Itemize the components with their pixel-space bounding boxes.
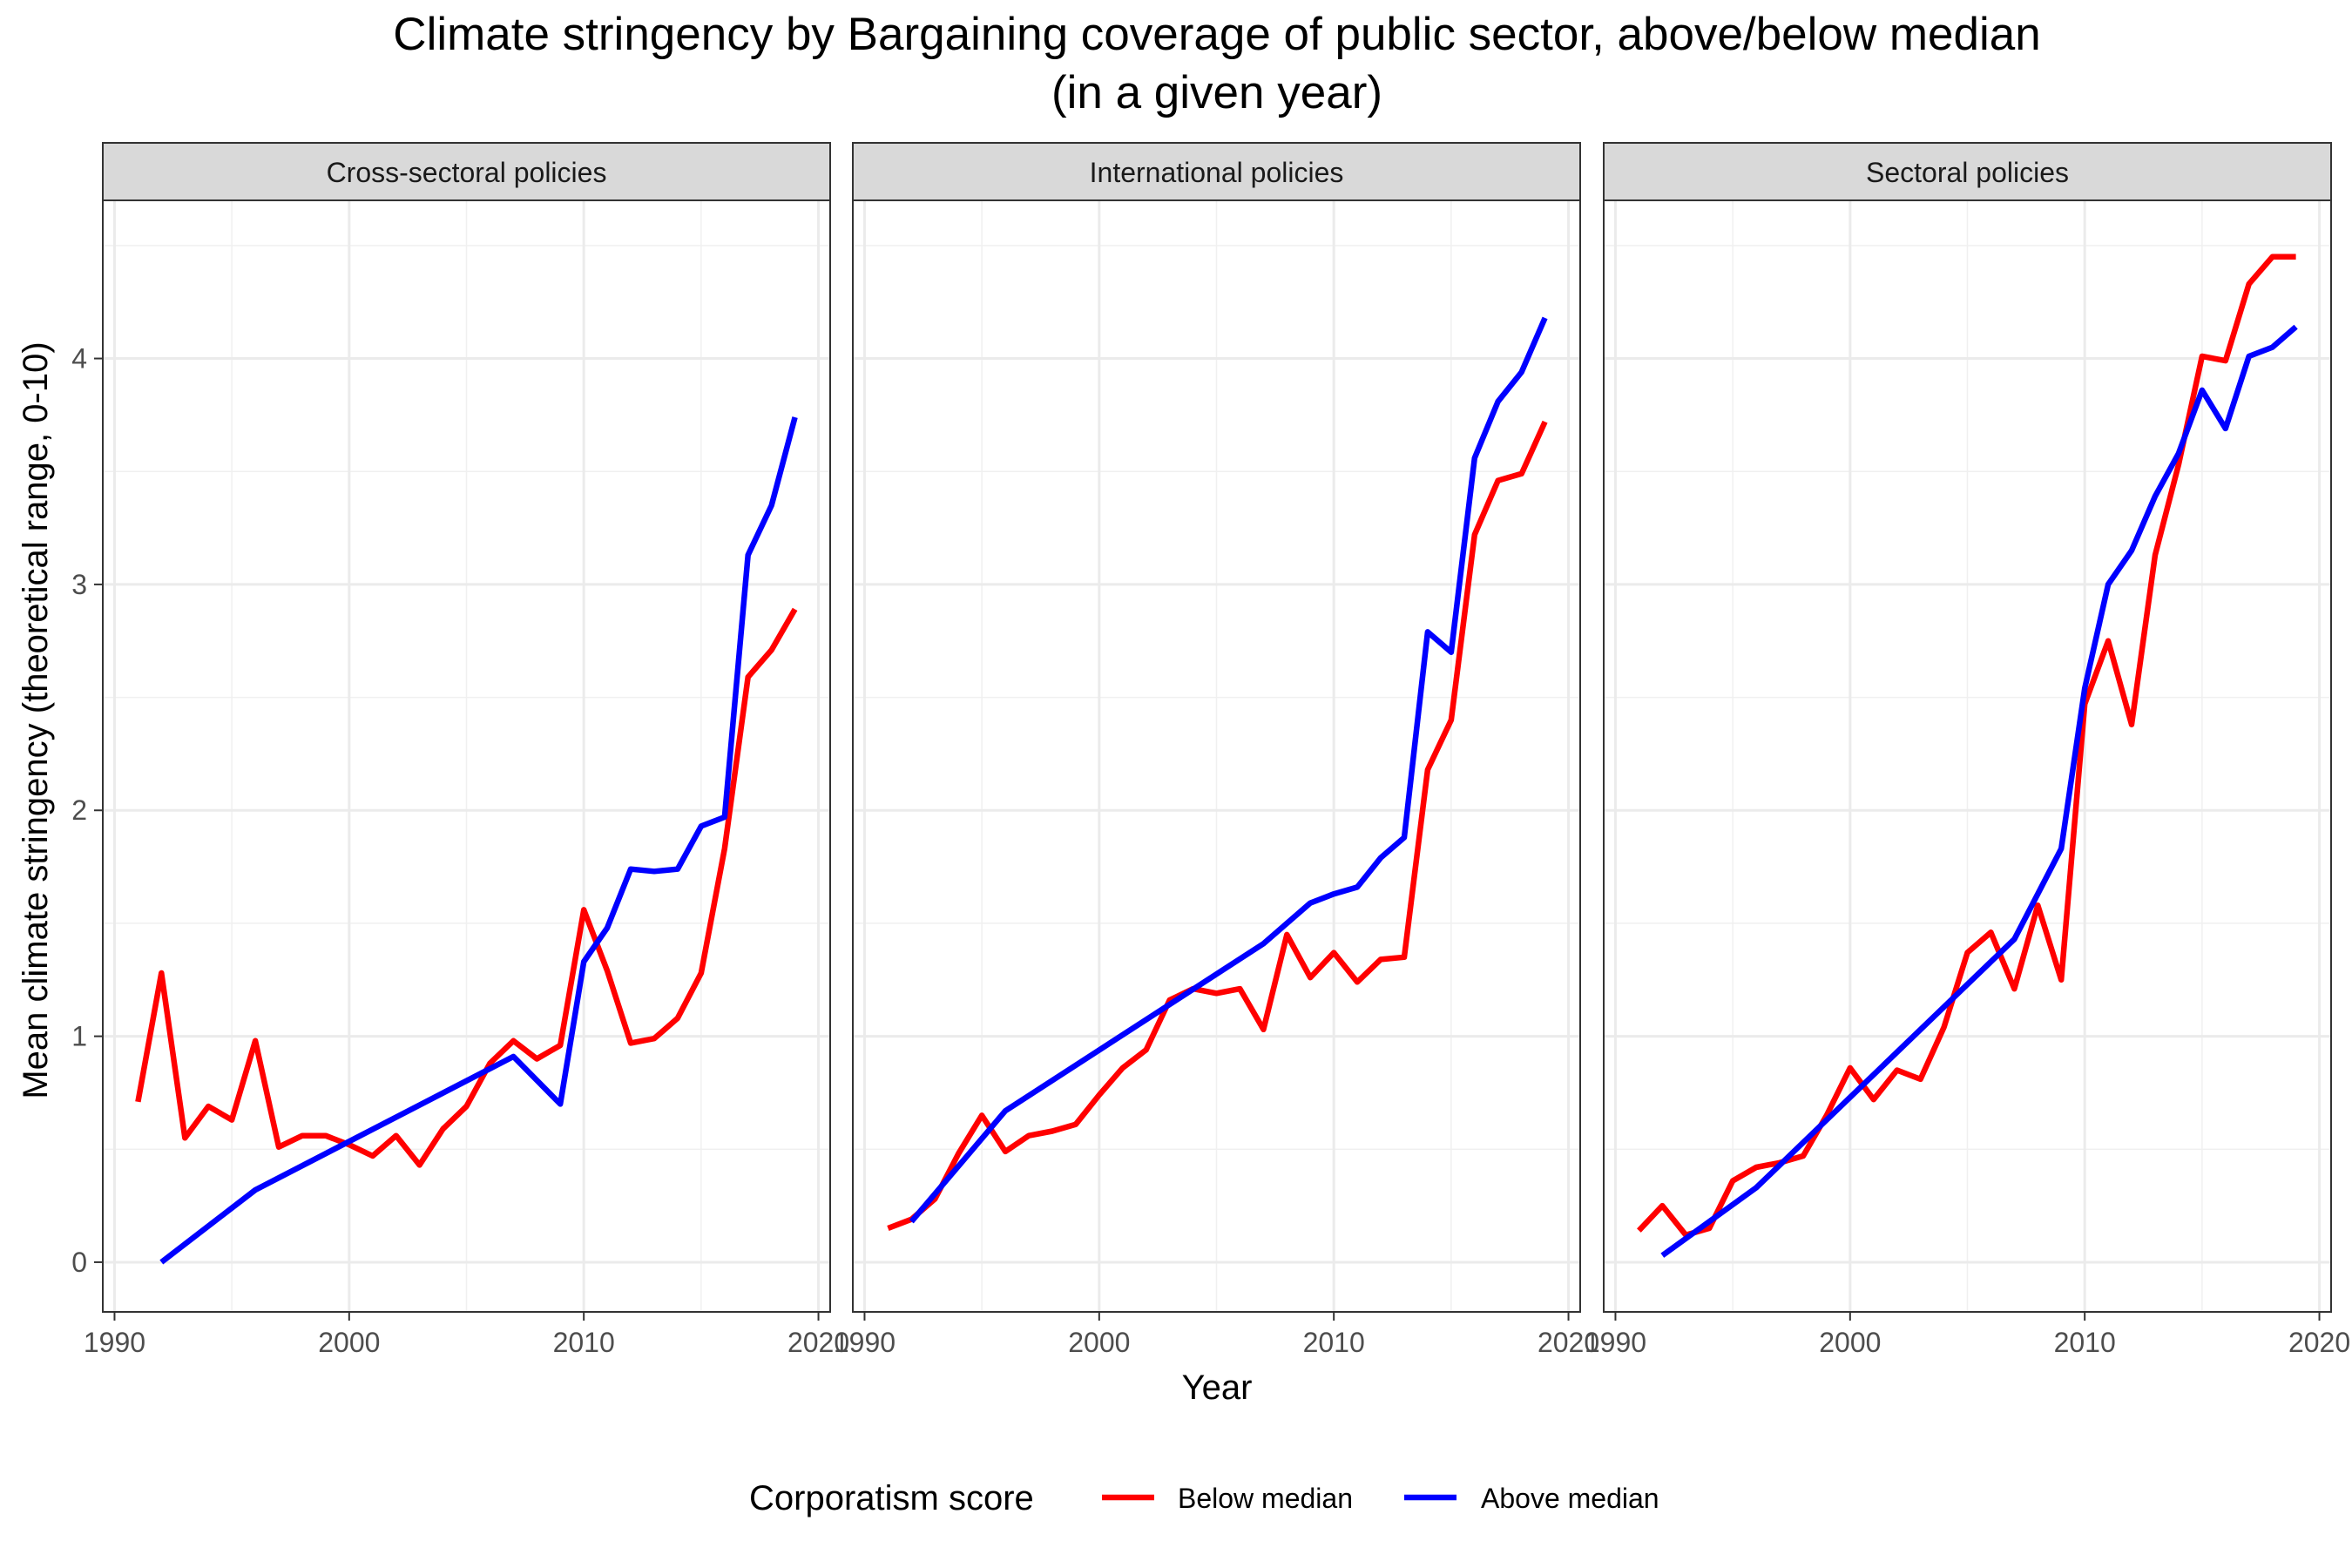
x-tick-label: 2020 bbox=[2288, 1327, 2350, 1358]
facet-strip-label: Sectoral policies bbox=[1866, 157, 2069, 188]
facet-strip bbox=[852, 142, 1581, 201]
x-tick-label: 2010 bbox=[553, 1327, 615, 1358]
facet-strip bbox=[1603, 142, 2332, 201]
x-tick-label: 1990 bbox=[834, 1327, 896, 1358]
facet-strip-label: International policies bbox=[1090, 157, 1344, 188]
x-tick-label: 1990 bbox=[84, 1327, 145, 1358]
legend-label-below-median: Below median bbox=[1178, 1483, 1353, 1514]
series-line-above-median bbox=[1660, 324, 2298, 1258]
series-line-below-median bbox=[887, 420, 1548, 1232]
legend-title: Corporatism score bbox=[749, 1479, 1034, 1517]
series-line-below-median bbox=[135, 607, 798, 1168]
x-tick-label: 2020 bbox=[1538, 1327, 1599, 1358]
x-tick-label: 2010 bbox=[2054, 1327, 2116, 1358]
legend: Corporatism score Below median Above med… bbox=[749, 1479, 1659, 1517]
chart-title-line1: Climate stringency by Bargaining coverag… bbox=[393, 9, 2040, 60]
x-tick-label: 1990 bbox=[1585, 1327, 1646, 1358]
panel-sectoral-policies: Sectoral policies 1990 2000 2010 2020 bbox=[1585, 142, 2350, 1358]
x-tick-label: 2000 bbox=[1068, 1327, 1130, 1358]
y-tick-label: 4 bbox=[71, 343, 87, 375]
x-tick-label: 2010 bbox=[1303, 1327, 1365, 1358]
y-tick-label: 2 bbox=[71, 794, 87, 826]
x-axis-label: Year bbox=[1182, 1369, 1253, 1407]
facet-strip-label: Cross-sectoral policies bbox=[327, 157, 607, 188]
panel-international-policies: International policies 1990 2000 2010 2020 bbox=[834, 142, 1599, 1358]
facet-strip bbox=[102, 142, 831, 201]
x-tick-label: 2000 bbox=[1819, 1327, 1881, 1358]
x-tick-label: 2020 bbox=[787, 1327, 849, 1358]
y-tick-label: 1 bbox=[71, 1021, 87, 1052]
legend-label-above-median: Above median bbox=[1481, 1483, 1659, 1514]
x-tick-label: 2000 bbox=[318, 1327, 380, 1358]
series-line-above-median bbox=[159, 416, 798, 1265]
y-tick-label: 0 bbox=[71, 1247, 87, 1278]
series-line-above-median bbox=[909, 316, 1548, 1224]
y-axis-label: Mean climate stringency (theoretical ran… bbox=[17, 341, 55, 1098]
chart-title-line2: (in a given year) bbox=[1051, 67, 1382, 118]
panel-cross-sectoral-policies: Cross-sectoral policies 1990 2000 2010 2020 0… bbox=[71, 142, 849, 1358]
y-tick-label: 3 bbox=[71, 569, 87, 600]
